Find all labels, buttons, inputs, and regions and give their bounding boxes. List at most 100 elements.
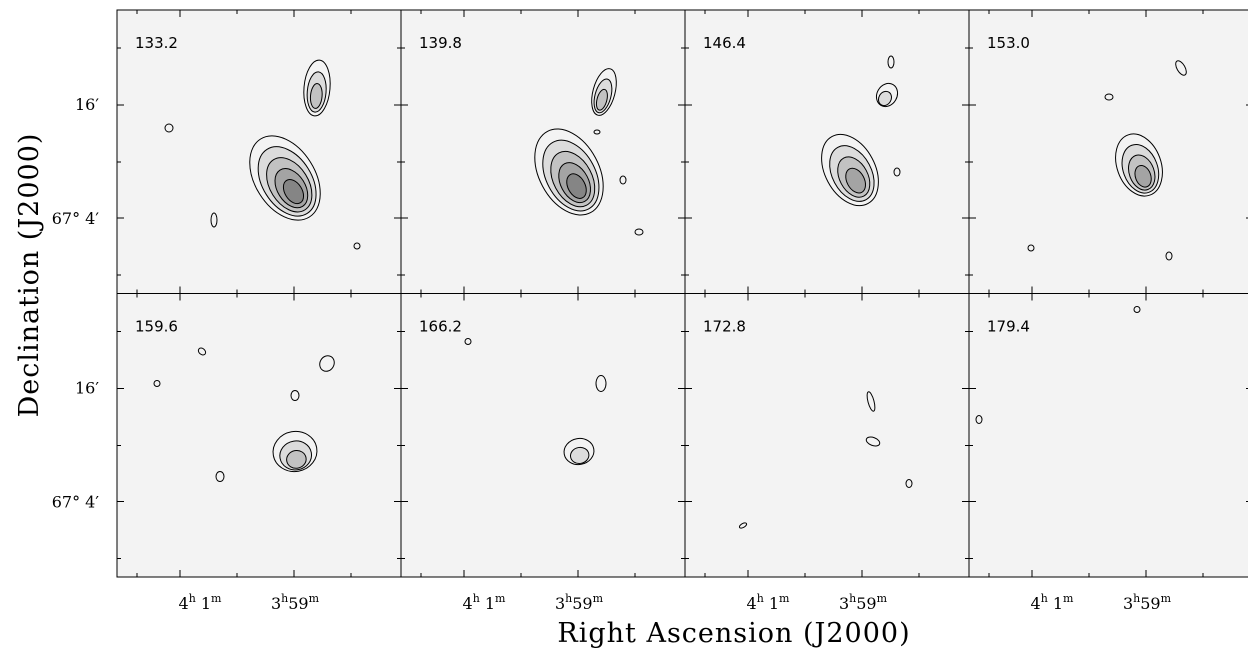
y-tick-label: 67° 4′: [52, 209, 100, 228]
contour: [1115, 133, 1163, 197]
contour: [1133, 306, 1141, 313]
unit-superscript: h: [473, 592, 480, 605]
contour: [1175, 60, 1187, 76]
unit-superscript: m: [877, 592, 888, 605]
panel: 133.2: [116, 9, 402, 294]
contour: [975, 415, 983, 424]
contour: [286, 449, 307, 469]
tick-number: 3: [839, 594, 849, 613]
panel-background: [684, 293, 970, 578]
tick-number: 1: [764, 594, 779, 613]
contour: [1027, 244, 1035, 252]
x-tick-label: 4h 1m: [1031, 592, 1075, 613]
tick-number: 4: [1031, 594, 1041, 613]
unit-superscript: m: [495, 592, 506, 605]
contour: [282, 179, 305, 205]
y-tick-label: 67° 4′: [52, 493, 100, 512]
contour: [464, 338, 472, 345]
x-tick-label: 3h59m: [271, 592, 320, 613]
panel-label: 172.8: [703, 318, 746, 336]
contour: [290, 390, 300, 401]
contour: [210, 212, 218, 228]
unit-superscript: m: [309, 592, 320, 605]
panel-label: 159.6: [135, 318, 178, 336]
panel: 166.24h 1m 3h59m: [400, 293, 686, 613]
panel: 153.0: [968, 9, 1248, 294]
contour: [353, 242, 361, 250]
x-tick-label: 3h59m: [555, 592, 604, 613]
tick-number: 4: [747, 594, 757, 613]
tick-number: 59: [1140, 594, 1160, 613]
panel-label: 179.4: [987, 318, 1030, 336]
unit-superscript: m: [211, 592, 222, 605]
panel-background: [684, 9, 970, 294]
panel-background: [400, 9, 686, 294]
y-axis-label: Declination (J2000): [14, 133, 45, 418]
panel-label: 166.2: [419, 318, 462, 336]
contour: [887, 55, 895, 69]
tick-number: 3: [271, 594, 281, 613]
contour: [738, 522, 748, 529]
contour: [1165, 251, 1173, 261]
x-tick-label: 3h59m: [1123, 592, 1172, 613]
unit-superscript: h: [565, 592, 572, 605]
tick-number: 3: [1123, 594, 1133, 613]
panel-background: [116, 9, 402, 294]
tick-number: 1: [196, 594, 211, 613]
contour: [566, 173, 587, 199]
tick-number: 59: [856, 594, 876, 613]
x-tick-label: 3h59m: [839, 592, 888, 613]
contour: [821, 133, 879, 207]
contour: [569, 446, 590, 464]
unit-superscript: h: [757, 592, 764, 605]
contour: [319, 355, 335, 372]
panel-label: 153.0: [987, 34, 1030, 52]
contour: [619, 175, 627, 185]
unit-superscript: m: [593, 592, 604, 605]
panel: 179.44h 1m 3h59m: [968, 293, 1248, 613]
tick-number: 1: [1048, 594, 1063, 613]
contour: [563, 437, 595, 466]
contour: [875, 82, 899, 108]
contour: [1104, 93, 1114, 101]
panel-background: [400, 293, 686, 578]
contour: [215, 471, 225, 482]
contour: [272, 430, 318, 473]
x-tick-label: 4h 1m: [463, 592, 507, 613]
unit-superscript: m: [779, 592, 790, 605]
tick-number: 59: [288, 594, 308, 613]
contour: [866, 391, 876, 412]
contour: [164, 123, 174, 133]
contour: [153, 380, 161, 387]
panel: 139.8: [400, 9, 686, 294]
panel-background: [116, 293, 402, 578]
panel: 172.84h 1m 3h59m: [684, 293, 970, 613]
x-tick-label: 4h 1m: [179, 592, 223, 613]
panel-label: 146.4: [703, 34, 746, 52]
x-axis-label: Right Ascension (J2000): [557, 618, 910, 649]
tick-number: 59: [572, 594, 592, 613]
contour: [1134, 164, 1152, 188]
unit-superscript: m: [1161, 592, 1172, 605]
contour: [893, 167, 901, 177]
tick-number: 3: [555, 594, 565, 613]
contour: [309, 83, 323, 109]
panel: 146.4: [684, 9, 970, 294]
unit-superscript: h: [1041, 592, 1048, 605]
contour: [865, 436, 881, 447]
y-tick-label: 16′: [75, 379, 99, 398]
panel-background: [968, 9, 1248, 294]
panel-background: [968, 293, 1248, 578]
unit-superscript: h: [189, 592, 196, 605]
contour: [591, 68, 617, 116]
contour: [303, 59, 331, 117]
panel-label: 139.8: [419, 34, 462, 52]
contour: [249, 135, 321, 221]
tick-number: 1: [480, 594, 495, 613]
tick-number: 4: [179, 594, 189, 613]
contour: [595, 375, 607, 392]
unit-superscript: m: [1063, 592, 1074, 605]
panel-label: 133.2: [135, 34, 178, 52]
y-tick-label: 16′: [75, 95, 99, 114]
